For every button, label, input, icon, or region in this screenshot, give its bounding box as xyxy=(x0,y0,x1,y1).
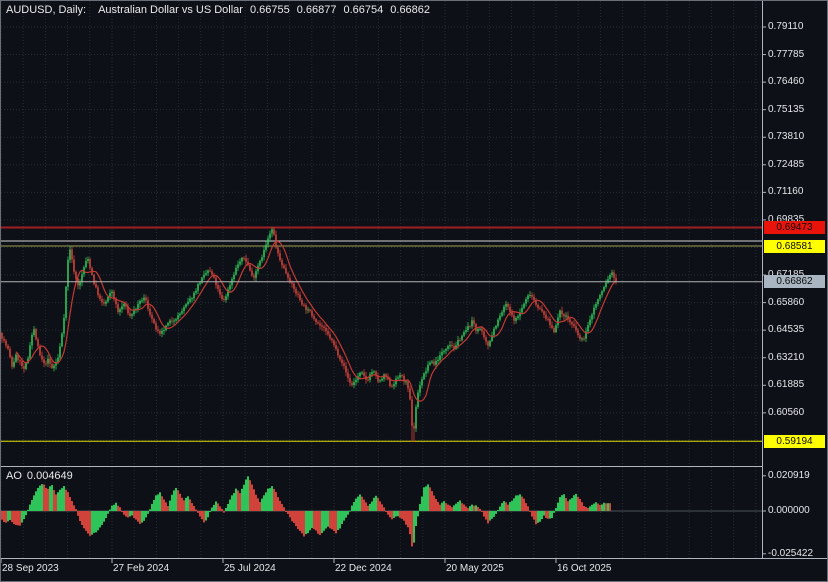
price-badge-khaki-line: 0.68581 xyxy=(764,239,825,253)
ao-axis-label: -0.025422 xyxy=(768,547,814,559)
price-badge-support-line: 0.59194 xyxy=(764,434,825,448)
price-axis-label: 0.67185 xyxy=(768,269,804,280)
ohlc-open: 0.66755 xyxy=(249,4,290,16)
level-lines-layer xyxy=(1,226,762,442)
ohlc-low: 0.66754 xyxy=(343,4,384,16)
ao-axis-label: 0.020919 xyxy=(768,469,810,481)
time-axis-label: 22 Dec 2024 xyxy=(335,563,392,574)
price-axis-label: 0.69835 xyxy=(768,213,805,225)
price-axis-label: 0.72485 xyxy=(768,158,805,170)
ma-line xyxy=(15,240,617,402)
axis-frame xyxy=(0,0,828,563)
symbol-period: AUDUSD, Daily: xyxy=(6,4,87,16)
price-axis-label: 0.63210 xyxy=(768,351,805,363)
price-badge-bid-price-line: 0.66862 xyxy=(764,275,825,289)
time-axis-label: 20 May 2025 xyxy=(446,563,504,574)
ohlc-high: 0.66877 xyxy=(296,4,337,16)
time-axis-label: 27 Feb 2024 xyxy=(113,563,170,574)
candles-layer xyxy=(1,227,617,442)
time-axis[interactable]: 28 Sep 2023 27 Feb 2024 25 Jul 2024 22 Dec … xyxy=(0,559,762,582)
time-axis-label: 28 Sep 2023 xyxy=(2,563,59,574)
price-axis-label: 0.73810 xyxy=(768,131,805,143)
price-axis-label: 0.71160 xyxy=(768,186,804,198)
price-axis-label: 0.75135 xyxy=(768,103,805,115)
time-axis-label: 16 Oct 2025 xyxy=(557,563,612,574)
indicator-label: AO 0.004649 xyxy=(6,470,73,482)
time-axis-label: 25 Jul 2024 xyxy=(224,563,276,574)
price-axis-label: 0.64535 xyxy=(768,324,805,336)
symbol-info: AUDUSD, Daily: Australian Dollar vs US Do… xyxy=(6,4,430,16)
ao-histogram xyxy=(1,476,611,547)
ao-axis-label: 0.000000 xyxy=(768,505,810,516)
price-axis-label: 0.77785 xyxy=(768,48,805,60)
ohlc-close: 0.66862 xyxy=(390,4,431,16)
symbol-description: Australian Dollar vs US Dollar xyxy=(98,4,243,16)
price-axis-label: 0.60560 xyxy=(768,406,805,418)
indicator-name: AO xyxy=(6,470,22,482)
price-axis[interactable]: 0.79110 0.77785 0.76460 0.75135 0.73810 0.724… xyxy=(763,0,828,559)
price-axis-label: 0.76460 xyxy=(768,76,805,88)
indicator-value: 0.004649 xyxy=(26,470,73,482)
price-axis-label: 0.65860 xyxy=(768,296,805,308)
price-axis-label: 0.61885 xyxy=(768,379,805,391)
price-badge-resistance-line: 0.69473 xyxy=(764,220,825,234)
price-axis-label: 0.79110 xyxy=(768,21,804,32)
